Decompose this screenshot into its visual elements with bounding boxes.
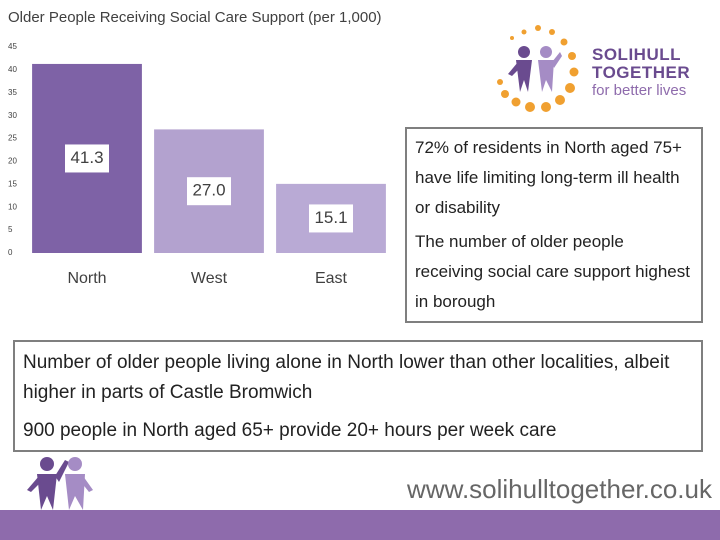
logo-icon <box>497 25 579 112</box>
value-label: 27.0 <box>192 181 225 200</box>
text-box: 72% of residents in North aged 75+ have … <box>405 127 703 323</box>
y-tick-label: 30 <box>8 111 17 120</box>
chart-title: Older People Receiving Social Care Suppo… <box>8 9 382 26</box>
y-tick-label: 25 <box>8 134 17 143</box>
y-tick-label: 45 <box>8 42 17 51</box>
value-label-bg <box>309 204 353 233</box>
paragraph: 900 people in North aged 65+ provide 20+… <box>23 420 557 441</box>
x-tick-label: North <box>67 270 106 287</box>
logo-text: SOLIHULL TOGETHER for better lives <box>592 46 690 100</box>
footer-bar <box>0 510 720 540</box>
x-tick-label: West <box>191 270 228 287</box>
chart: Older People Receiving Social Care Suppo… <box>8 9 386 287</box>
y-tick-label: 0 <box>8 248 13 257</box>
text-box: Number of older people living alone in N… <box>13 340 703 452</box>
value-label-bg <box>65 144 109 173</box>
paragraph: 72% of residents in North aged 75+ have … <box>415 138 682 217</box>
y-tick-label: 10 <box>8 202 17 211</box>
y-tick-label: 15 <box>8 179 17 188</box>
value-label: 15.1 <box>314 208 347 227</box>
value-label: 41.3 <box>70 148 103 167</box>
paragraph: The number of older people receiving soc… <box>415 232 690 311</box>
logo-line: SOLIHULL <box>592 45 681 64</box>
logo-line: TOGETHER <box>592 63 691 82</box>
logo-tagline: for better lives <box>592 82 687 99</box>
value-label-bg <box>187 177 231 206</box>
x-tick-label: East <box>315 270 348 287</box>
y-tick-label: 35 <box>8 88 17 97</box>
footer-icon <box>27 457 93 510</box>
y-tick-label: 5 <box>8 225 13 234</box>
y-tick-label: 20 <box>8 157 17 166</box>
y-tick-label: 40 <box>8 65 17 74</box>
paragraph: Number of older people living alone in N… <box>23 352 670 403</box>
footer-url: www.solihulltogether.co.uk <box>407 474 712 504</box>
